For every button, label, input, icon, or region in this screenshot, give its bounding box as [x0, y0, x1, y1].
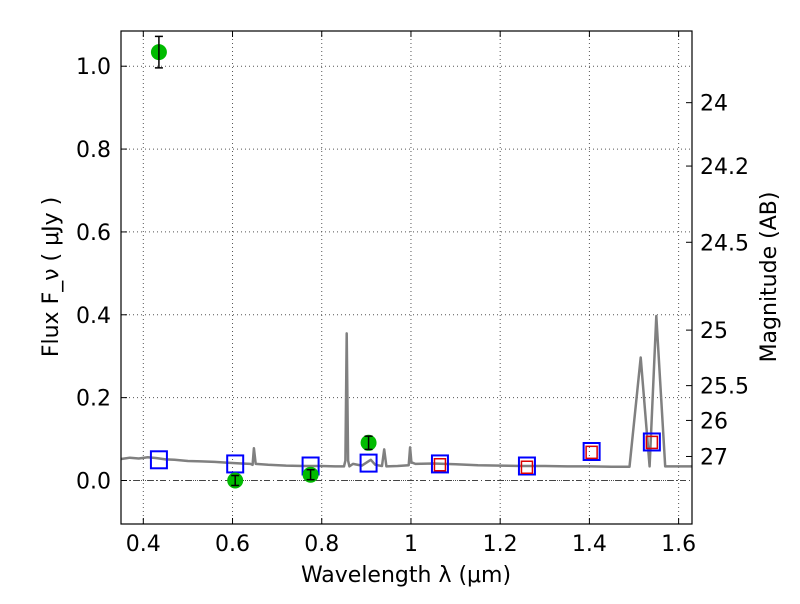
y-tick-label: 0.6	[76, 221, 111, 246]
x-tick-label: 1.4	[572, 532, 607, 557]
synthetic-all-marker	[582, 442, 601, 461]
synthetic-nir-marker	[520, 460, 534, 474]
ticks-layer: 0.4 0.6 0.8 1 1.2 1.4 1.6 0.0 0.2 0.4 0.6 0.8 1.0 24 2…	[76, 31, 749, 557]
y-tick-label: 0.2	[76, 387, 111, 412]
x-tick-label: 0.6	[215, 532, 250, 557]
right-tick-label: 24.2	[700, 155, 749, 180]
model-spectrum-line	[120, 314, 692, 469]
grid	[121, 31, 692, 524]
right-axis-label: Magnitude (AB)	[757, 192, 782, 363]
markers-layer	[149, 35, 661, 489]
right-tick-label: 24	[700, 92, 728, 117]
right-tick-label: 27	[700, 445, 728, 470]
y-tick-label: 1.0	[76, 55, 111, 80]
x-tick-label: 0.8	[304, 532, 339, 557]
synthetic-all-marker	[359, 453, 378, 473]
x-axis-label: Wavelength λ (μm)	[301, 563, 511, 588]
plot-frame	[120, 30, 693, 525]
synthetic-all-marker	[226, 454, 245, 474]
right-tick-label: 26	[700, 409, 728, 434]
right-tick-label: 25	[700, 319, 728, 344]
x-tick-label: 1	[404, 532, 418, 557]
x-tick-label: 0.4	[126, 532, 161, 557]
y-tick-label: 0.0	[76, 470, 111, 495]
synthetic-nir-marker	[433, 458, 447, 472]
synthetic-nir-marker	[585, 445, 598, 460]
y-tick-label: 0.4	[76, 304, 111, 329]
synthetic-nir-marker	[645, 435, 659, 450]
x-tick-label: 1.2	[483, 532, 518, 557]
right-tick-label: 24.5	[700, 231, 749, 256]
x-tick-label: 1.6	[661, 532, 696, 557]
synthetic-all-marker	[149, 450, 168, 470]
y-tick-label: 0.8	[76, 138, 111, 163]
synthetic-all-marker	[430, 454, 449, 474]
right-tick-label: 25.5	[700, 375, 749, 400]
synthetic-all-marker	[517, 456, 536, 476]
model-spectrum-layer	[120, 314, 692, 469]
y-axis-label: Flux F_ν ( μJy )	[39, 197, 64, 357]
synthetic-all-marker	[642, 432, 661, 452]
